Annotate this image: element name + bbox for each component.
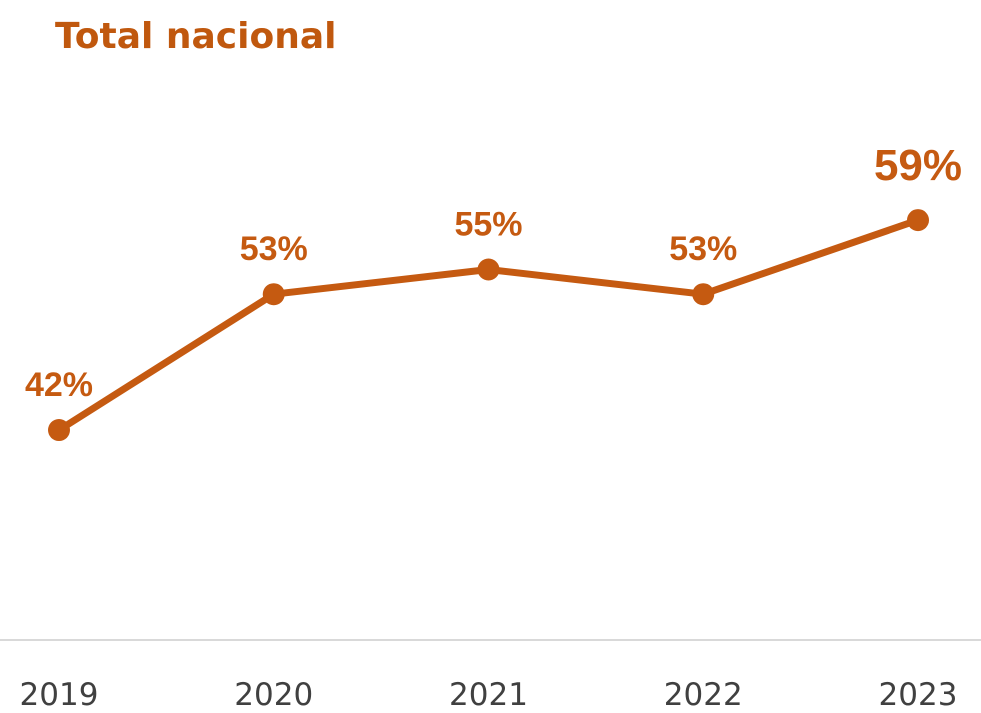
- chart-title: Total nacional: [55, 16, 336, 57]
- x-tick-label: 2022: [664, 677, 743, 713]
- point: [477, 258, 500, 281]
- x-tick-label: 2023: [879, 677, 958, 713]
- point: [692, 283, 715, 306]
- data-label: 53%: [669, 230, 737, 268]
- x-tick-label: 2021: [449, 677, 528, 713]
- point: [48, 419, 70, 442]
- line: [57, 216, 920, 434]
- data-label: 55%: [454, 206, 522, 244]
- x-tick-label: 2020: [234, 677, 313, 713]
- data-label: 42%: [25, 366, 93, 404]
- point: [262, 283, 285, 306]
- data-label: 53%: [240, 230, 308, 268]
- x-tick-label: 2019: [20, 677, 99, 713]
- point: [907, 209, 929, 232]
- data-label: 59%: [874, 141, 962, 190]
